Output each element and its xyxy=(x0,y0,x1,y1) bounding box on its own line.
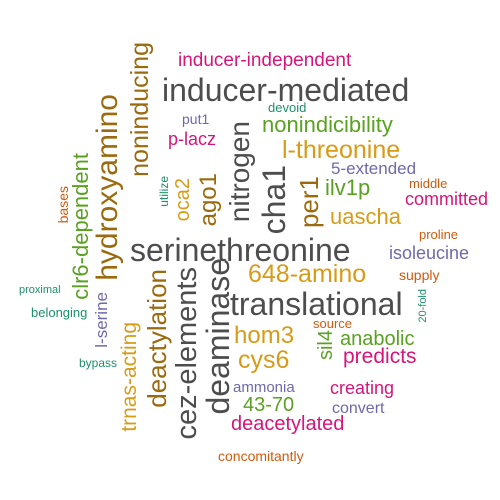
word-43-70: 43-70 xyxy=(243,394,295,416)
word-deacetylated: deacetylated xyxy=(231,413,345,435)
word-convert: convert xyxy=(332,400,385,417)
word-put1: put1 xyxy=(182,111,210,127)
word-l-threonine: l-threonine xyxy=(282,136,401,164)
word-ago1: ago1 xyxy=(195,173,222,227)
word-deaminase: deaminase xyxy=(200,258,236,415)
word-5-extended: 5-extended xyxy=(331,159,417,178)
word-bypass: bypass xyxy=(79,356,118,370)
word-concomitantly: concomitantly xyxy=(218,448,304,464)
word-clr6-dependent: clr6-dependent xyxy=(68,153,93,300)
word-predicts: predicts xyxy=(343,345,417,368)
word-per1: per1 xyxy=(294,176,324,229)
word-p-lacz: p-lacz xyxy=(168,129,217,149)
word-inducer-independent: inducer-independent xyxy=(178,50,352,71)
word-nonindicibility: nonindicibility xyxy=(262,112,393,137)
word-proximal: proximal xyxy=(19,284,61,296)
word-648-amino: 648-amino xyxy=(248,260,367,288)
word-hom3: hom3 xyxy=(234,322,295,349)
word-utilize: utilize xyxy=(157,176,171,207)
word-middle: middle xyxy=(409,176,448,191)
word-trnas-acting: trnas-acting xyxy=(118,322,141,432)
word-belonging: belonging xyxy=(31,305,88,320)
word-l-serine: l-serine xyxy=(92,292,111,348)
word-cez-elements: cez-elements xyxy=(171,267,203,440)
word-cha1: cha1 xyxy=(256,165,292,235)
word-translational: translational xyxy=(230,286,403,322)
word-devoid: devoid xyxy=(268,100,307,115)
word-inducer-mediated: inducer-mediated xyxy=(162,72,410,108)
word-anabolic: anabolic xyxy=(340,328,415,350)
word-ammonia: ammonia xyxy=(233,379,295,396)
word-serinethreonine: serinethreonine xyxy=(130,232,351,268)
word-deactylation: deactylation xyxy=(142,269,172,408)
word-hydroxyamino: hydroxyamino xyxy=(91,94,124,281)
word-cys6: cys6 xyxy=(238,346,290,374)
word-supply: supply xyxy=(399,267,440,283)
word-source: source xyxy=(313,316,353,331)
word-ilv1p: ilv1p xyxy=(325,175,371,200)
word-committed: committed xyxy=(405,189,489,209)
word-creating: creating xyxy=(330,378,395,398)
word-sil4: sil4 xyxy=(315,330,337,361)
word-noninducing: noninducing xyxy=(126,42,154,177)
word-uascha: uascha xyxy=(330,204,401,229)
word-nitrogen: nitrogen xyxy=(224,121,255,223)
word-proline: proline xyxy=(419,227,459,242)
word-oca2: oca2 xyxy=(172,178,194,222)
word-isoleucine: isoleucine xyxy=(389,243,470,263)
word-20-fold: 20-fold xyxy=(417,289,429,323)
